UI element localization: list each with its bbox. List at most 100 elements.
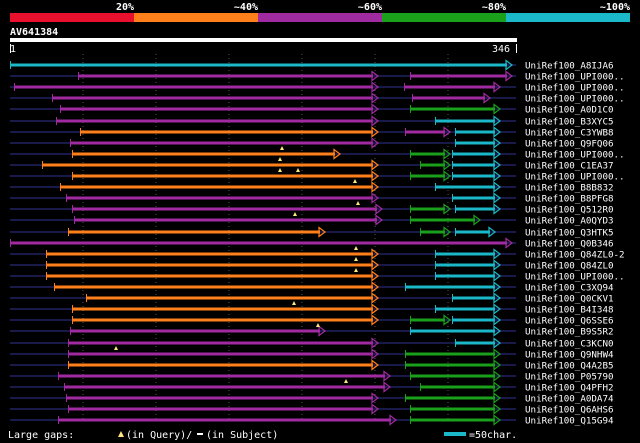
- hit-label[interactable]: UniRef100_A0QYD3: [525, 216, 614, 227]
- hit-label[interactable]: UniRef100_A0D1C0: [525, 105, 614, 116]
- hsp-segment[interactable]: [58, 418, 391, 422]
- hit-row[interactable]: UniRef100_C3XQ94: [10, 281, 614, 294]
- hsp-segment[interactable]: [452, 152, 495, 156]
- hsp-segment[interactable]: [42, 163, 373, 167]
- hit-row[interactable]: UniRef100_Q512R0: [10, 201, 614, 216]
- hit-label[interactable]: UniRef100_C1EA37: [525, 161, 614, 172]
- hsp-segment[interactable]: [410, 174, 445, 178]
- hit-row[interactable]: UniRef100_Q6SSE6: [10, 314, 614, 327]
- hsp-segment[interactable]: [72, 207, 377, 211]
- hit-label[interactable]: UniRef100_Q84ZL0: [525, 261, 614, 272]
- hsp-segment[interactable]: [74, 218, 377, 222]
- hit-label[interactable]: UniRef100_Q6AHS6: [525, 405, 614, 416]
- hit-label[interactable]: UniRef100_UPI000..: [525, 72, 625, 83]
- hit-row[interactable]: UniRef100_Q3HTK5: [10, 226, 614, 239]
- hit-row[interactable]: UniRef100_Q15G94: [10, 414, 614, 427]
- hsp-segment[interactable]: [72, 307, 373, 311]
- hsp-segment[interactable]: [455, 141, 495, 145]
- hit-label[interactable]: UniRef100_Q0B346: [525, 239, 614, 250]
- hit-row[interactable]: UniRef100_UPI000..: [10, 146, 625, 161]
- hsp-segment[interactable]: [68, 363, 373, 367]
- hsp-segment[interactable]: [78, 74, 373, 78]
- hit-row[interactable]: UniRef100_A8IJA6: [10, 59, 614, 72]
- hsp-segment[interactable]: [70, 329, 320, 333]
- hsp-segment[interactable]: [452, 174, 495, 178]
- hsp-segment[interactable]: [452, 318, 495, 322]
- hsp-segment[interactable]: [405, 396, 495, 400]
- hit-row[interactable]: UniRef100_P05790: [10, 370, 614, 383]
- hsp-segment[interactable]: [435, 274, 495, 278]
- hsp-segment[interactable]: [68, 341, 373, 345]
- hit-label[interactable]: UniRef100_UPI000..: [525, 94, 625, 105]
- hsp-segment[interactable]: [60, 185, 373, 189]
- hit-label[interactable]: UniRef100_Q0CKV1: [525, 294, 614, 305]
- hsp-segment[interactable]: [70, 141, 373, 145]
- hsp-segment[interactable]: [452, 196, 495, 200]
- hsp-segment[interactable]: [410, 218, 475, 222]
- hit-label[interactable]: UniRef100_C3YWB8: [525, 128, 614, 139]
- hit-row[interactable]: UniRef100_A0DA74: [10, 392, 614, 405]
- hit-label[interactable]: UniRef100_UPI000..: [525, 83, 625, 94]
- hsp-segment[interactable]: [420, 385, 495, 389]
- hsp-segment[interactable]: [66, 196, 373, 200]
- hit-row[interactable]: UniRef100_UPI000..: [10, 81, 625, 94]
- hsp-segment[interactable]: [404, 85, 495, 89]
- hsp-segment[interactable]: [455, 230, 490, 234]
- hit-row[interactable]: UniRef100_B8PFG8: [10, 192, 614, 205]
- hsp-segment[interactable]: [410, 207, 445, 211]
- hit-row[interactable]: UniRef100_B8B832: [10, 179, 614, 194]
- hit-row[interactable]: UniRef100_A0QYD3: [10, 212, 614, 227]
- hit-label[interactable]: UniRef100_Q9NHW4: [525, 350, 614, 361]
- hsp-segment[interactable]: [60, 107, 373, 111]
- hsp-segment[interactable]: [46, 274, 373, 278]
- hsp-segment[interactable]: [46, 252, 373, 256]
- hit-row[interactable]: UniRef100_Q9FQ06: [10, 137, 614, 150]
- hsp-segment[interactable]: [435, 307, 495, 311]
- hsp-segment[interactable]: [68, 230, 320, 234]
- hsp-segment[interactable]: [72, 318, 373, 322]
- hit-row[interactable]: UniRef100_Q0CKV1: [10, 292, 614, 305]
- hit-label[interactable]: UniRef100_Q3HTK5: [525, 228, 614, 239]
- hit-row[interactable]: UniRef100_B3XYC5: [10, 115, 614, 128]
- hit-row[interactable]: UniRef100_C3YWB8: [10, 126, 614, 139]
- hsp-segment[interactable]: [14, 85, 373, 89]
- hit-label[interactable]: UniRef100_Q84ZL0-2: [525, 250, 625, 261]
- hsp-segment[interactable]: [455, 130, 495, 134]
- hit-row[interactable]: UniRef100_Q84ZL0: [10, 257, 614, 272]
- hsp-segment[interactable]: [56, 119, 373, 123]
- hsp-segment[interactable]: [80, 130, 373, 134]
- hit-label[interactable]: UniRef100_B8PFG8: [525, 194, 614, 205]
- hit-label[interactable]: UniRef100_P05790: [525, 372, 614, 383]
- hsp-segment[interactable]: [10, 63, 507, 67]
- hsp-segment[interactable]: [10, 241, 507, 245]
- hsp-segment[interactable]: [420, 163, 445, 167]
- hsp-segment[interactable]: [435, 252, 495, 256]
- hit-label[interactable]: UniRef100_Q512R0: [525, 205, 614, 216]
- hit-label[interactable]: UniRef100_UPI000..: [525, 272, 625, 283]
- hit-row[interactable]: UniRef100_Q84ZL0-2: [10, 246, 625, 261]
- hit-row[interactable]: UniRef100_Q6AHS6: [10, 403, 614, 416]
- hit-label[interactable]: UniRef100_Q15G94: [525, 416, 614, 427]
- hsp-segment[interactable]: [86, 296, 373, 300]
- hit-row[interactable]: UniRef100_A0D1C0: [10, 103, 614, 116]
- hsp-segment[interactable]: [410, 152, 445, 156]
- hit-label[interactable]: UniRef100_UPI000..: [525, 172, 625, 183]
- hsp-segment[interactable]: [410, 318, 445, 322]
- hsp-segment[interactable]: [405, 352, 495, 356]
- hit-row[interactable]: UniRef100_C1EA37: [10, 157, 614, 172]
- hsp-segment[interactable]: [452, 163, 495, 167]
- hit-row[interactable]: UniRef100_B4I348: [10, 301, 614, 316]
- hsp-segment[interactable]: [66, 396, 373, 400]
- hsp-segment[interactable]: [410, 107, 495, 111]
- hsp-segment[interactable]: [410, 374, 495, 378]
- hit-label[interactable]: UniRef100_A0DA74: [525, 394, 614, 405]
- hsp-segment[interactable]: [64, 385, 385, 389]
- hsp-segment[interactable]: [452, 296, 495, 300]
- hsp-segment[interactable]: [68, 407, 373, 411]
- hit-label[interactable]: UniRef100_A8IJA6: [525, 61, 614, 72]
- hit-row[interactable]: UniRef100_UPI000..: [10, 92, 625, 105]
- hsp-segment[interactable]: [405, 130, 445, 134]
- hsp-segment[interactable]: [72, 152, 335, 156]
- hsp-segment[interactable]: [410, 407, 495, 411]
- hsp-segment[interactable]: [435, 263, 495, 267]
